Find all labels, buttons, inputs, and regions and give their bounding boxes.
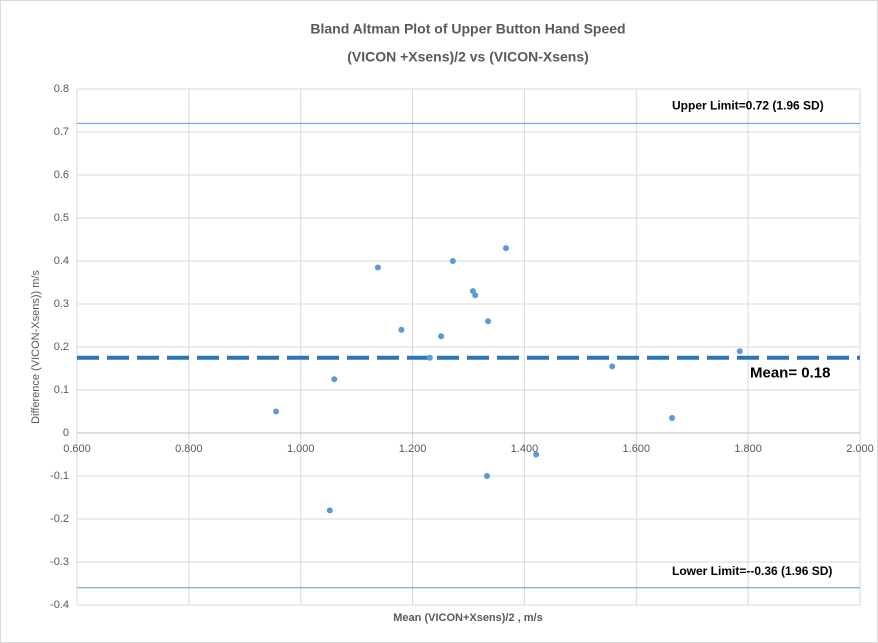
point: [533, 451, 540, 458]
x-tick-label: 0.600: [63, 443, 91, 455]
y-tick-label: 0.7: [54, 126, 69, 138]
x-tick-label: 2.000: [846, 443, 874, 455]
y-tick-label: 0.8: [54, 83, 69, 95]
y-tick-label: -0.4: [50, 599, 69, 611]
point: [398, 326, 405, 333]
y-tick-label: 0: [63, 427, 69, 439]
point: [326, 507, 333, 514]
y-tick-label: -0.2: [50, 513, 69, 525]
point: [449, 258, 456, 264]
point: [485, 318, 492, 325]
reference-label: Lower Limit=--0.36 (1.96 SD): [672, 564, 832, 578]
x-tick-label: 1.600: [623, 443, 651, 455]
y-tick-label: 0.4: [54, 255, 69, 267]
y-tick-label: 0.3: [54, 298, 69, 310]
x-tick-label: 1.400: [511, 443, 539, 455]
chart-subtitle: (VICON +Xsens)/2 vs (VICON-Xsens): [347, 49, 589, 65]
point: [502, 245, 509, 252]
x-tick-label: 1.800: [734, 443, 762, 455]
y-tick-label: 0.2: [54, 341, 69, 353]
point: [483, 473, 490, 479]
point: [438, 333, 445, 340]
y-axis-title: Difference (VICON-Xsens)) m/s: [30, 270, 42, 424]
y-tick-label: 0.1: [54, 384, 69, 396]
reference-label: Upper Limit=0.72 (1.96 SD): [672, 99, 824, 113]
y-tick-label: 0.6: [54, 169, 69, 181]
reference-label: Mean= 0.18: [750, 365, 830, 382]
point: [609, 363, 616, 370]
y-tick-label: -0.3: [50, 556, 69, 568]
point: [426, 354, 433, 361]
point: [736, 348, 743, 355]
x-tick-label: 1.200: [399, 443, 427, 455]
point: [669, 414, 676, 421]
x-tick-label: 1.000: [287, 443, 315, 455]
y-tick-label: -0.1: [50, 470, 69, 482]
y-tick-label: 0.5: [54, 212, 69, 224]
point: [331, 376, 338, 383]
point: [472, 292, 479, 299]
x-axis-title: Mean (VICON+Xsens)/2 , m/s: [393, 612, 542, 624]
chart-title: Bland Altman Plot of Upper Button Hand S…: [310, 21, 625, 37]
x-tick-label: 0.800: [175, 443, 203, 455]
point: [374, 264, 381, 271]
point: [273, 408, 280, 415]
